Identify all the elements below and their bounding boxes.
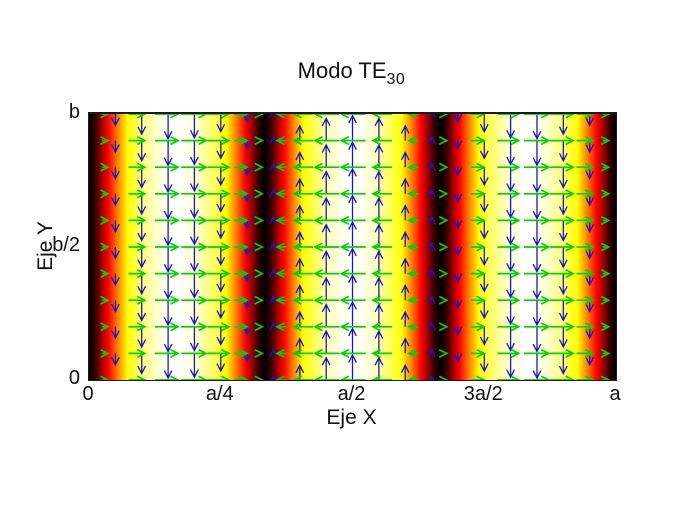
quiver-overlay	[100, 114, 611, 380]
x-tick-label-0: 0	[82, 383, 94, 405]
plot-area	[88, 112, 617, 381]
title-text: Modo TE	[297, 58, 387, 83]
y-tick-label-0: 0	[68, 367, 80, 389]
x-tick-label-4: a	[609, 383, 621, 405]
y-tick-label-2: b	[68, 101, 80, 123]
x-axis-label: Eje X	[326, 406, 377, 429]
h-field-arrows	[100, 114, 611, 380]
e-field-arrows	[111, 114, 595, 380]
y-tick-label-1: b/2	[52, 234, 80, 256]
x-tick-label-3: 3a/2	[463, 383, 503, 405]
x-tick-label-2: a/2	[337, 383, 366, 405]
title-subscript: 30	[386, 71, 406, 88]
x-tick-label-1: a/4	[205, 383, 234, 405]
chart-title: Modo TE30	[88, 58, 615, 89]
